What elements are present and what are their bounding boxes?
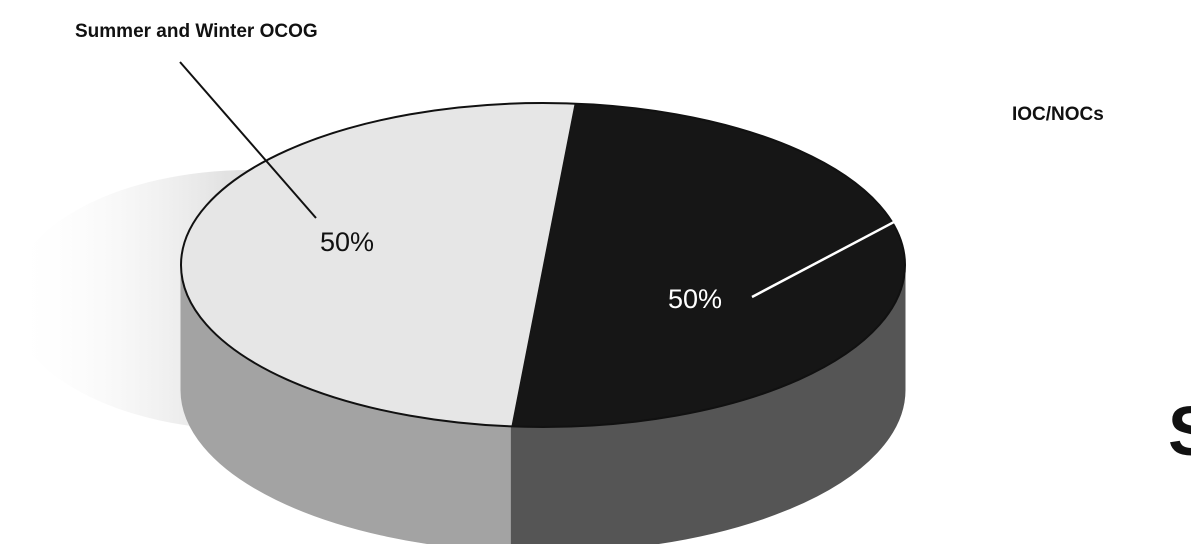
- slice-value-ioc-nocs: 50%: [668, 284, 722, 314]
- pie-slice-summer-winter-ocog: [180, 102, 575, 427]
- slice-value-summer-winter-ocog: 50%: [320, 227, 374, 257]
- leader-line-ioc-nocs: [751, 126, 1073, 299]
- slice-label-summer-winter-ocog: Summer and Winter OCOG: [75, 21, 318, 42]
- slice-label-ioc-nocs: IOC/NOCs: [1012, 104, 1104, 125]
- cropped-text-fragment: S: [1168, 392, 1191, 470]
- pie-slice-ioc-nocs: [511, 103, 906, 428]
- pie-outline: [180, 102, 906, 428]
- leader-line-summer-winter-ocog: [179, 61, 317, 219]
